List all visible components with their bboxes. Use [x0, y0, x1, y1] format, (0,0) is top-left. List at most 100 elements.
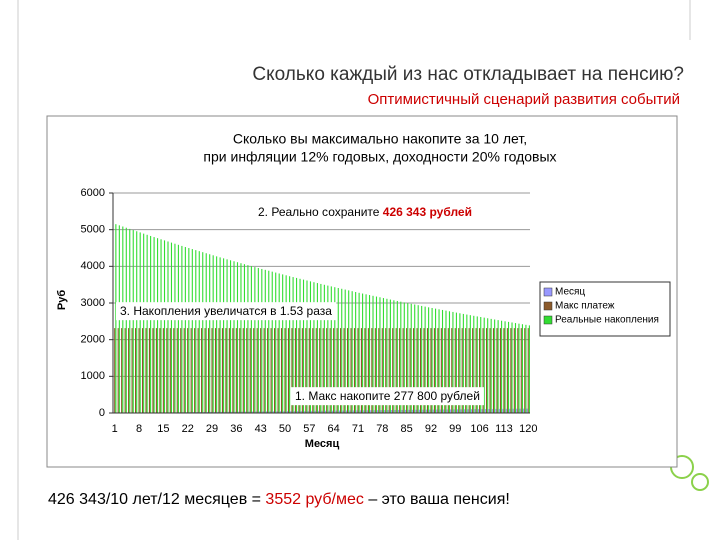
- bar: [231, 411, 233, 413]
- bar: [466, 314, 468, 413]
- bar: [297, 411, 299, 413]
- bar: [319, 328, 321, 413]
- bar: [408, 409, 410, 413]
- bar: [117, 328, 119, 413]
- bar: [176, 328, 178, 413]
- bar: [138, 328, 140, 413]
- bar: [320, 283, 322, 413]
- y-tick-label: 0: [99, 407, 105, 419]
- bar: [367, 328, 369, 413]
- bar: [326, 328, 328, 413]
- bar: [205, 253, 207, 413]
- bar: [280, 328, 283, 413]
- bar: [241, 411, 243, 413]
- bar: [174, 243, 176, 413]
- bar: [268, 270, 270, 413]
- bar: [145, 328, 147, 413]
- bar: [141, 328, 144, 413]
- bar: [294, 328, 296, 413]
- bar: [129, 228, 131, 413]
- bar: [483, 317, 485, 413]
- bar: [387, 410, 389, 413]
- bar: [356, 410, 358, 413]
- bar: [413, 328, 415, 413]
- bar: [201, 328, 203, 413]
- bar: [248, 411, 250, 413]
- x-tick-label: 71: [352, 423, 364, 435]
- bar: [422, 409, 424, 413]
- bar: [436, 409, 438, 413]
- bar: [401, 409, 403, 413]
- bar: [439, 409, 441, 413]
- bar: [289, 276, 291, 413]
- bar: [286, 411, 288, 413]
- bar: [461, 328, 463, 413]
- bar: [250, 266, 252, 413]
- bar: [350, 328, 352, 413]
- bar: [232, 328, 234, 413]
- bar: [499, 328, 501, 413]
- y-tick-label: 5000: [81, 224, 105, 236]
- annotation-text: 1. Макс накопите 277 800 рублей: [295, 389, 480, 403]
- bar: [170, 242, 173, 413]
- bar: [381, 328, 383, 413]
- bar: [437, 328, 439, 413]
- bar: [425, 409, 427, 413]
- bar: [510, 328, 512, 413]
- bar: [328, 410, 330, 413]
- bar: [195, 250, 197, 413]
- bar: [415, 409, 417, 413]
- bar: [496, 328, 498, 413]
- bar: [148, 328, 151, 413]
- bar: [333, 328, 335, 413]
- bar: [363, 410, 365, 413]
- bar: [264, 269, 266, 413]
- bar: [331, 410, 334, 413]
- bar: [382, 298, 384, 413]
- legend-swatch: [543, 315, 553, 325]
- bar: [219, 257, 221, 413]
- y-tick-label: 6000: [81, 187, 105, 199]
- bar: [409, 328, 411, 413]
- bar: [312, 328, 314, 413]
- bar: [451, 328, 453, 413]
- bar: [340, 328, 342, 413]
- legend-label: Месяц: [555, 287, 585, 298]
- bar: [114, 328, 116, 413]
- bar: [212, 255, 214, 413]
- x-axis-label: Месяц: [305, 438, 340, 450]
- bar: [155, 328, 157, 413]
- bar: [336, 328, 338, 413]
- footer-text: 426 343/10 лет/12 месяцев =: [48, 491, 265, 508]
- bar: [445, 310, 447, 413]
- bar: [507, 321, 510, 413]
- legend-box: [539, 281, 671, 337]
- bar: [198, 251, 200, 413]
- annotation-text: 3. Накопления увеличатся в 1.53 раза: [120, 304, 332, 318]
- annotation-highlight: 426 343 рублей: [383, 205, 472, 219]
- bar: [209, 254, 211, 413]
- bar: [520, 328, 522, 413]
- bar: [322, 328, 324, 413]
- bar: [238, 411, 240, 413]
- y-tick-label: 1000: [81, 370, 105, 382]
- bar: [311, 410, 313, 413]
- bar: [220, 411, 222, 413]
- bar: [135, 328, 137, 413]
- x-tick-label: 99: [449, 423, 461, 435]
- x-tick-label: 36: [230, 423, 242, 435]
- bar: [139, 232, 141, 413]
- annotation-box: [254, 203, 476, 222]
- bar: [210, 411, 212, 413]
- bar: [487, 318, 489, 413]
- bar: [184, 247, 186, 413]
- bar: [440, 328, 442, 413]
- bar: [306, 280, 308, 413]
- x-tick-label: 120: [519, 423, 537, 435]
- bar: [228, 328, 230, 413]
- bar: [418, 409, 420, 413]
- bar: [271, 271, 273, 413]
- bar: [258, 411, 261, 413]
- bar: [525, 324, 527, 413]
- bar: [262, 411, 264, 413]
